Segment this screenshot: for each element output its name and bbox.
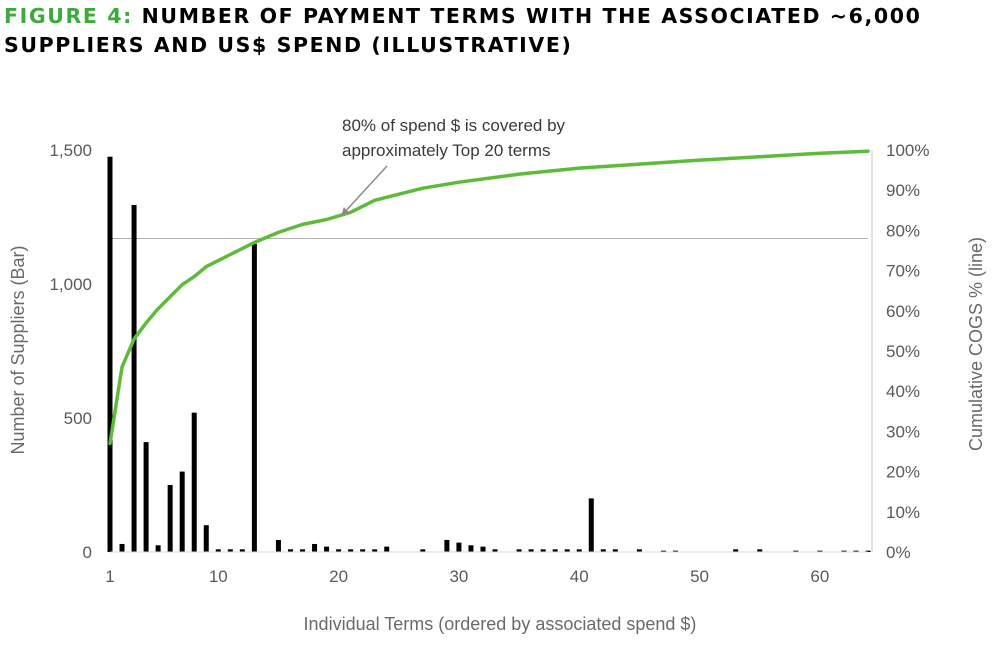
bar — [492, 549, 498, 552]
bar — [227, 549, 233, 552]
y-right-tick-label: 80% — [886, 221, 920, 240]
y-left-tick-label: 0 — [83, 543, 92, 562]
bar — [312, 543, 318, 552]
bar — [516, 549, 522, 552]
x-tick-label: 10 — [209, 567, 228, 586]
bar — [564, 549, 570, 552]
figure-title-text: NUMBER OF PAYMENT TERMS WITH THE ASSOCIA… — [4, 4, 922, 57]
x-tick-label: 30 — [449, 567, 468, 586]
bar — [360, 549, 366, 552]
x-tick-label: 60 — [810, 567, 829, 586]
bar — [612, 549, 618, 552]
x-tick-label: 50 — [690, 567, 709, 586]
bar — [107, 156, 113, 552]
bar — [757, 549, 763, 552]
bar — [540, 549, 546, 552]
axes — [110, 150, 873, 553]
y-right-tick-label: 20% — [886, 463, 920, 482]
bar — [324, 546, 330, 552]
bar — [793, 550, 799, 552]
bar — [552, 549, 558, 552]
y-right-tick-label: 50% — [886, 342, 920, 361]
bar — [588, 498, 594, 552]
bar — [275, 539, 281, 552]
y-right-tick-label: 40% — [886, 382, 920, 401]
y-right-tick-label: 10% — [886, 503, 920, 522]
bar — [636, 549, 642, 552]
x-tick-label: 40 — [570, 567, 589, 586]
bar — [179, 471, 185, 552]
bar — [372, 549, 378, 552]
bar — [865, 550, 871, 552]
bar — [167, 485, 173, 552]
tick-labels: 0 500 1,000 1,500 0% 10% 20% 30% 40% 50% 60% 70% 80%… — [49, 141, 929, 586]
y-right-tick-label: 100% — [886, 141, 929, 160]
y-left-tick-label: 500 — [64, 409, 92, 428]
y-left-tick-label: 1,000 — [49, 275, 92, 294]
y-axis-label-right: Cumulative COGS % (line) — [966, 237, 986, 451]
bar — [853, 550, 859, 552]
y-right-tick-label: 60% — [886, 302, 920, 321]
bar — [239, 549, 245, 552]
x-axis-label: Individual Terms (ordered by associated … — [304, 614, 697, 634]
x-tick-label: 20 — [329, 567, 348, 586]
x-tick-label: 1 — [105, 567, 114, 586]
bar — [600, 549, 606, 552]
bar — [348, 549, 354, 552]
bar — [456, 542, 462, 552]
bar — [131, 204, 137, 552]
cumulative-line — [108, 149, 870, 446]
bar — [528, 549, 534, 552]
bar-series — [107, 156, 871, 553]
bar — [287, 549, 293, 552]
bar — [119, 543, 125, 552]
bar — [841, 550, 847, 552]
line-series — [108, 149, 870, 446]
bar — [672, 550, 678, 552]
y-axis-label-left: Number of Suppliers (Bar) — [8, 245, 28, 454]
y-right-tick-label: 0% — [886, 543, 911, 562]
bar — [300, 549, 306, 552]
bar — [576, 549, 582, 552]
bar — [251, 243, 257, 553]
y-right-tick-label: 90% — [886, 181, 920, 200]
bar — [336, 549, 342, 552]
bar — [817, 550, 823, 552]
bar — [480, 546, 486, 552]
bar — [468, 545, 474, 552]
annotation-line-2: approximately Top 20 terms — [342, 141, 551, 160]
bar — [143, 442, 149, 552]
bar — [203, 525, 209, 552]
y-right-tick-label: 70% — [886, 262, 920, 281]
annotation-arrow-line — [341, 165, 388, 216]
bar — [444, 539, 450, 552]
y-left-tick-label: 1,500 — [49, 141, 92, 160]
bar — [191, 412, 197, 552]
annotation-line-1: 80% of spend $ is covered by — [342, 116, 566, 135]
figure-number: FIGURE 4: — [4, 4, 133, 28]
bar — [384, 546, 390, 552]
bar — [660, 550, 666, 552]
annotation-arrow — [341, 165, 388, 216]
bar — [155, 545, 161, 552]
bar — [733, 549, 739, 552]
figure-title: FIGURE 4: NUMBER OF PAYMENT TERMS WITH T… — [4, 2, 994, 60]
bar — [420, 549, 426, 552]
bar — [215, 549, 221, 552]
y-right-tick-label: 30% — [886, 422, 920, 441]
